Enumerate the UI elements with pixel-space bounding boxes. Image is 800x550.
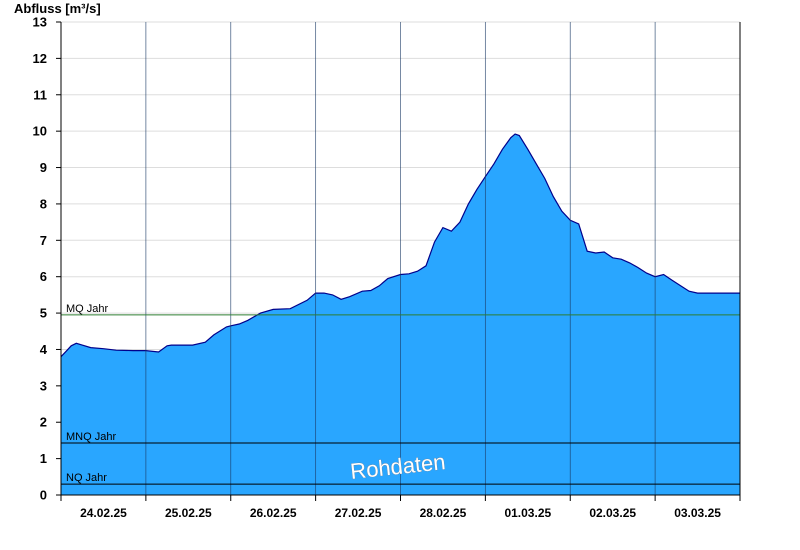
x-tick-label: 28.02.25: [420, 506, 467, 520]
x-tick-label: 25.02.25: [165, 506, 212, 520]
y-axis-title: Abfluss [m³/s]: [14, 1, 101, 16]
x-tick-label: 24.02.25: [80, 506, 127, 520]
x-tick-label: 01.03.25: [504, 506, 551, 520]
y-tick-label: 13: [33, 15, 47, 30]
y-tick-label: 11: [33, 87, 47, 102]
discharge-line: [60, 133, 740, 358]
reference-line-label: NQ Jahr: [66, 472, 107, 484]
y-tick-label: 12: [33, 51, 47, 66]
reference-line-label: MNQ Jahr: [66, 431, 116, 443]
y-tick-label: 10: [33, 124, 47, 139]
x-tick-label: 27.02.25: [335, 506, 382, 520]
y-tick-label: 3: [40, 378, 47, 393]
y-tick-label: 5: [40, 306, 47, 321]
x-tick-label: 02.03.25: [589, 506, 636, 520]
y-tick-label: 6: [40, 269, 47, 284]
x-axis-ticks: 24.02.25 25.02.25 26.02.25 27.02.25 28.02.25…: [60, 495, 741, 520]
y-tick-label: 8: [40, 196, 47, 211]
y-tick-label: 0: [40, 488, 47, 503]
y-tick-label: 4: [40, 342, 48, 357]
y-tick-label: 1: [40, 451, 47, 466]
reference-line-label: MQ Jahr: [66, 303, 109, 315]
x-tick-label: 03.03.25: [674, 506, 721, 520]
y-tick-label: 9: [40, 160, 47, 175]
y-tick-label: 7: [40, 233, 47, 248]
day-divider-lines: [145, 22, 656, 495]
x-tick-label: 26.02.25: [250, 506, 297, 520]
y-tick-label: 2: [40, 415, 47, 430]
reference-lines: MQ Jahr MNQ Jahr NQ Jahr: [61, 303, 740, 485]
